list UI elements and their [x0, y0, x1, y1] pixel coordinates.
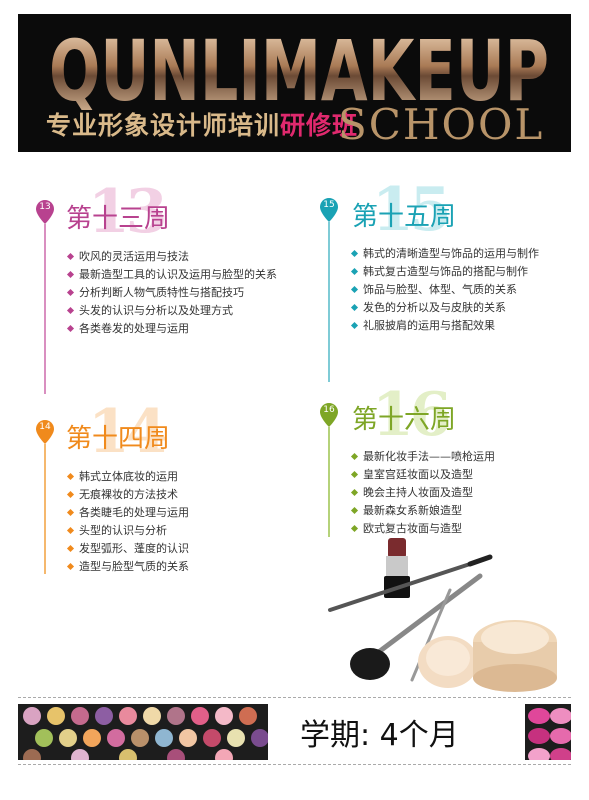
- map-pin-icon: 13: [36, 200, 54, 224]
- powder-jar-icon: [473, 620, 557, 692]
- week-number-watermark: 16: [372, 380, 451, 450]
- header-banner: QUNLIMAKEUP 专业形象设计师培训研修班 SCHOOL: [18, 14, 571, 152]
- week-topic-list: 韩式立体底妆的运用 无痕裸妆的方法技术 各类睫毛的处理与运用 头型的认识与分析 …: [66, 468, 189, 576]
- list-item: 吹风的灵活运用与技法: [66, 248, 277, 266]
- powder-puff-icon: [418, 636, 478, 688]
- list-item: 韩式复古造型与饰品的搭配与制作: [350, 263, 539, 281]
- timeline-line: [44, 444, 46, 574]
- footer-bar: 学期: 4个月: [18, 697, 571, 765]
- list-item: 头发的认识与分析以及处理方式: [66, 302, 277, 320]
- brand-text: QUNLIMAKEUP: [49, 24, 549, 110]
- pin-number: 16: [323, 405, 335, 415]
- course-duration: 学期: 4个月: [300, 718, 459, 753]
- map-pin-icon: 14: [36, 420, 54, 444]
- week-number-watermark: 14: [88, 397, 167, 467]
- week-title: 第十三周: [66, 204, 171, 234]
- subtitle-main: 专业形象设计师培训: [46, 111, 281, 140]
- week-number-watermark: 15: [372, 175, 451, 245]
- week-topic-list: 韩式的清晰造型与饰品的运用与制作 韩式复古造型与饰品的搭配与制作 饰品与脸型、体…: [350, 245, 539, 335]
- week-13-section: 13 13 第十三周 吹风的灵活运用与技法 最新造型工具的认识及运用与脸型的关系…: [36, 180, 296, 400]
- course-subtitle: 专业形象设计师培训研修班: [46, 106, 358, 142]
- list-item: 饰品与脸型、体型、气质的关系: [350, 281, 539, 299]
- list-item: 最新森女系新娘造型: [350, 502, 495, 520]
- week-title: 第十四周: [66, 424, 171, 454]
- week-14-section: 14 14 第十四周 韩式立体底妆的运用 无痕裸妆的方法技术 各类睫毛的处理与运…: [36, 400, 296, 580]
- list-item: 最新造型工具的认识及运用与脸型的关系: [66, 266, 277, 284]
- pin-number: 14: [39, 422, 51, 432]
- list-item: 韩式的清晰造型与饰品的运用与制作: [350, 245, 539, 263]
- school-label: SCHOOL: [338, 100, 545, 149]
- map-pin-icon: 15: [320, 198, 338, 222]
- cosmetics-illustration: [320, 530, 570, 700]
- list-item: 无痕裸妆的方法技术: [66, 486, 189, 504]
- list-item: 欧式复古妆面与造型: [350, 520, 495, 538]
- week-number-watermark: 13: [88, 177, 167, 247]
- week-topic-list: 吹风的灵活运用与技法 最新造型工具的认识及运用与脸型的关系 分析判断人物气质特性…: [66, 248, 277, 338]
- blush-palette-image: [525, 704, 571, 760]
- week-title: 第十六周: [352, 405, 457, 435]
- list-item: 礼服披肩的运用与搭配效果: [350, 317, 539, 335]
- list-item: 分析判断人物气质特性与搭配技巧: [66, 284, 277, 302]
- timeline-line: [44, 224, 46, 394]
- list-item: 各类卷发的处理与运用: [66, 320, 277, 338]
- list-item: 发型弧形、蓬度的认识: [66, 540, 189, 558]
- timeline-line: [328, 222, 330, 382]
- timeline-line: [328, 427, 330, 537]
- week-topic-list: 最新化妆手法——喷枪运用 皇室宫廷妆面以及造型 晚会主持人妆面及造型 最新森女系…: [350, 448, 495, 538]
- pin-number: 15: [323, 200, 335, 210]
- week-15-section: 15 15 第十五周 韩式的清晰造型与饰品的运用与制作 韩式复古造型与饰品的搭配…: [320, 178, 580, 388]
- brand-title: QUNLIMAKEUP: [44, 22, 554, 120]
- week-title: 第十五周: [352, 202, 457, 232]
- list-item: 韩式立体底妆的运用: [66, 468, 189, 486]
- list-item: 造型与脸型气质的关系: [66, 558, 189, 576]
- list-item: 各类睫毛的处理与运用: [66, 504, 189, 522]
- list-item: 晚会主持人妆面及造型: [350, 484, 495, 502]
- list-item: 最新化妆手法——喷枪运用: [350, 448, 495, 466]
- pin-number: 13: [39, 202, 51, 212]
- eyeshadow-palette-image: [18, 704, 268, 760]
- list-item: 头型的认识与分析: [66, 522, 189, 540]
- list-item: 发色的分析以及与皮肤的关系: [350, 299, 539, 317]
- week-16-section: 16 16 第十六周 最新化妆手法——喷枪运用 皇室宫廷妆面以及造型 晚会主持人…: [320, 383, 580, 543]
- map-pin-icon: 16: [320, 403, 338, 427]
- subtitle-highlight: 研修班: [280, 111, 359, 140]
- list-item: 皇室宫廷妆面以及造型: [350, 466, 495, 484]
